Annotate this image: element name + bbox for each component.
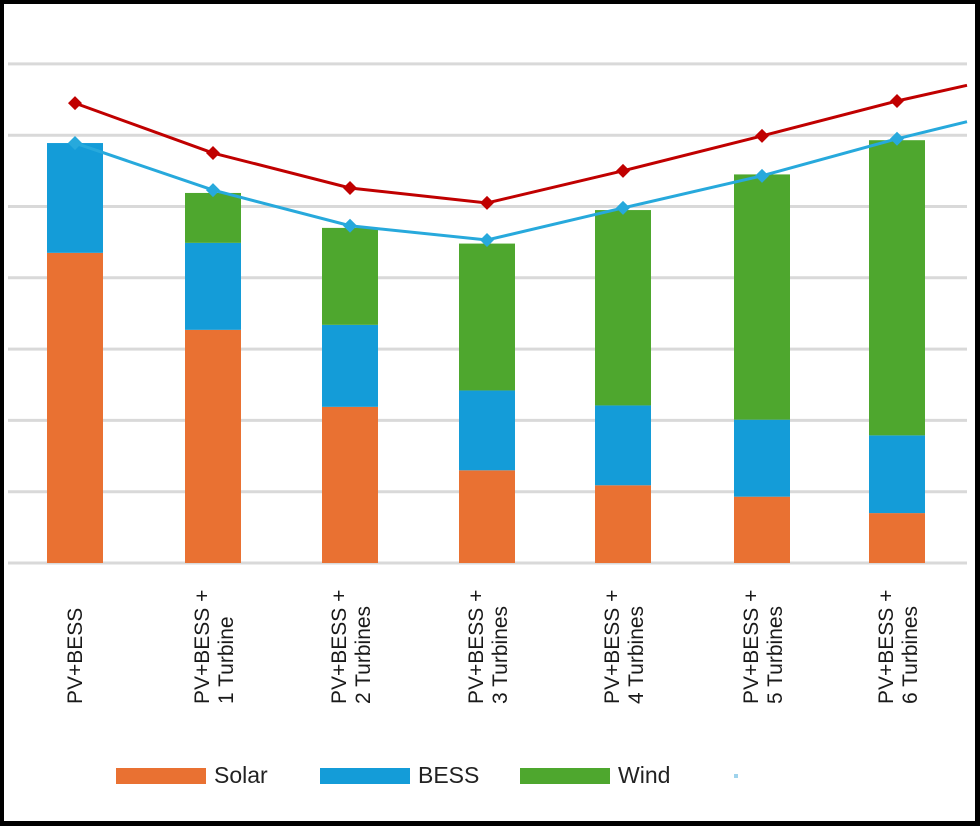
legend-label-bess: BESS [418,762,480,788]
x-tick-label-5: PV+BESS +4 Turbines [601,590,648,704]
bar-bess-6 [734,419,790,497]
legend: Solar BESS Wind [4,762,975,802]
blue-line-marker-6 [755,168,769,183]
bar-bess-1 [47,143,103,253]
x-tick-label-line: PV+BESS + [875,590,898,704]
legend-item-bess: BESS [320,762,479,789]
red-line-marker-2 [206,146,220,161]
blue-line-series [74,120,968,242]
blue-line-marker-2 [206,183,220,198]
bar-bess-3 [322,324,378,407]
x-tick-label-3: PV+BESS +2 Turbines [328,590,375,704]
x-tick-label-line: PV+BESS + [191,590,214,704]
red-line-marker-1 [68,96,82,111]
x-tick-label-line: PV+BESS + [740,590,763,704]
bar-bess-4 [459,390,515,471]
bar-solar-5 [595,485,651,563]
x-axis-labels: PV+BESS PV+BESS +1 Turbine PV+BESS +2 Turb… [64,590,922,704]
bar-solar-2 [185,329,241,563]
x-tick-label-1: PV+BESS [64,608,87,704]
x-tick-label-line: PV+BESS + [601,590,624,704]
x-tick-label-line: PV+BESS + [328,590,351,704]
x-tick-label-7: PV+BESS +6 Turbines [875,590,922,704]
bar-wind-5 [595,210,651,406]
red-line-series [74,83,968,205]
x-tick-label-4: PV+BESS +3 Turbines [465,590,512,704]
blue-line-marker-5 [616,200,630,215]
bar-solar-3 [322,406,378,563]
red-line-marker-6 [755,128,769,143]
red-line-marker-4 [480,195,494,210]
blue-line-marker-4 [480,233,494,248]
chart-panel: PV+BESS PV+BESS +1 Turbine PV+BESS +2 Turb… [4,4,975,821]
bar-wind-3 [322,227,378,325]
red-line-marker-7 [890,93,904,108]
x-tick-label-line: 5 Turbines [764,606,787,704]
x-tick-label-line: PV+BESS [64,608,87,704]
legend-item-wind: Wind [520,762,670,789]
bar-bess-5 [595,405,651,486]
x-tick-label-line: 4 Turbines [625,606,648,704]
bar-wind-4 [459,243,515,391]
legend-swatch-wind [520,767,610,784]
bar-solar-4 [459,470,515,563]
legend-item-line [734,774,738,778]
bar-solar-6 [734,496,790,563]
red-line-marker-3 [343,180,357,195]
stacked-bar-line-chart: PV+BESS PV+BESS +1 Turbine PV+BESS +2 Turb… [8,62,968,704]
legend-label-solar: Solar [214,762,268,788]
legend-label-wind: Wind [618,762,671,788]
bar-bess-7 [869,435,925,514]
bar-solar-1 [47,252,103,563]
bars [47,140,925,563]
bar-wind-2 [185,192,241,243]
legend-item-solar: Solar [116,762,268,789]
bar-wind-6 [734,174,790,420]
x-tick-label-6: PV+BESS +5 Turbines [740,590,787,704]
legend-marker-line [734,774,738,778]
legend-swatch-solar [116,767,206,784]
x-tick-label-line: 3 Turbines [489,606,512,704]
x-tick-label-line: 2 Turbines [352,606,375,704]
red-line-marker-5 [616,163,630,178]
blue-line-marker-3 [343,218,357,233]
bar-wind-7 [869,140,925,436]
lines [68,83,968,248]
x-tick-label-line: 1 Turbine [215,616,238,704]
x-tick-label-2: PV+BESS +1 Turbine [191,590,238,704]
bar-solar-7 [869,513,925,563]
legend-swatch-bess [320,767,410,784]
blue-line-marker-1 [68,136,82,151]
bar-bess-2 [185,242,241,330]
x-tick-label-line: 6 Turbines [899,606,922,704]
blue-line-marker-7 [890,131,904,146]
x-tick-label-line: PV+BESS + [465,590,488,704]
